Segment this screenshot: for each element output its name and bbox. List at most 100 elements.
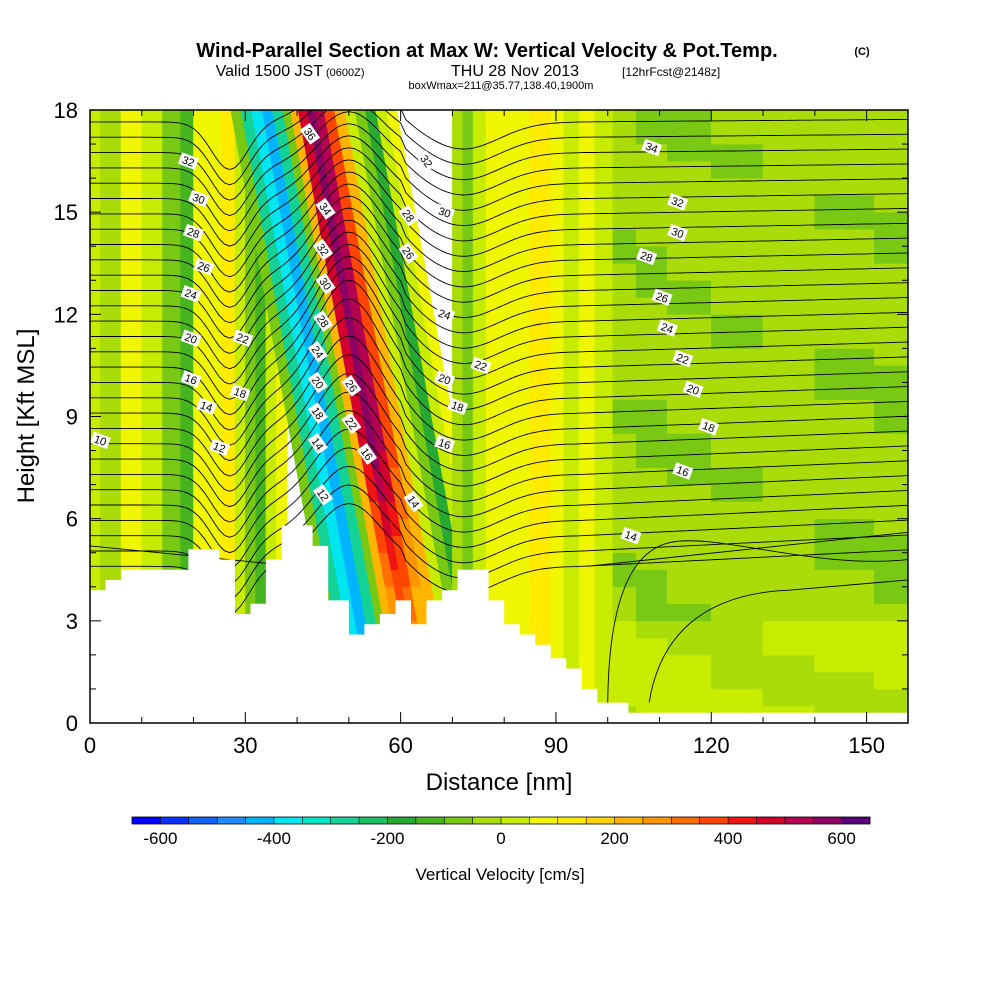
w-cell bbox=[550, 569, 565, 588]
w-cell bbox=[516, 399, 531, 417]
contour-label-bg bbox=[416, 150, 437, 172]
valid-time-line: Valid 1500 JST (0600Z) THU 28 Nov 2013 [… bbox=[216, 63, 721, 80]
w-cell bbox=[516, 552, 531, 571]
w-cell bbox=[462, 331, 474, 349]
contour-label-text: 26 bbox=[399, 245, 416, 262]
contour-label-bg bbox=[667, 193, 689, 211]
w-cell bbox=[265, 450, 277, 468]
w-cell bbox=[594, 177, 614, 196]
theta-contour bbox=[90, 110, 908, 170]
contour-label: 28 bbox=[312, 310, 334, 332]
x-tick-label: 30 bbox=[233, 733, 257, 758]
w-cell bbox=[710, 160, 764, 179]
w-cell bbox=[529, 313, 541, 332]
contour-label: 28 bbox=[636, 247, 658, 266]
w-cell bbox=[594, 399, 614, 417]
w-cell bbox=[255, 416, 267, 434]
w-cell bbox=[873, 620, 908, 639]
colorbar-swatch bbox=[557, 817, 587, 824]
theta-contour bbox=[90, 372, 908, 508]
w-cell bbox=[814, 518, 875, 537]
w-cell bbox=[141, 382, 163, 400]
w-cell bbox=[635, 177, 668, 196]
theta-contour bbox=[90, 410, 908, 538]
contour-label-text: 16 bbox=[675, 464, 691, 479]
w-cell bbox=[873, 296, 908, 315]
w-cell bbox=[814, 467, 875, 485]
w-cell bbox=[540, 296, 552, 315]
w-cell bbox=[578, 211, 596, 230]
contour-label-text: 14 bbox=[404, 494, 421, 511]
w-cell bbox=[873, 228, 908, 247]
w-cell bbox=[550, 228, 565, 247]
chart-title: Wind-Parallel Section at Max W: Vertical… bbox=[196, 40, 777, 62]
w-cell bbox=[814, 603, 875, 622]
w-cell bbox=[612, 586, 637, 605]
w-cell bbox=[221, 279, 236, 298]
w-cell bbox=[120, 484, 143, 502]
w-cell bbox=[666, 279, 712, 298]
w-cell bbox=[563, 313, 580, 332]
contour-label-text: 18 bbox=[309, 405, 326, 422]
contour-label-bg bbox=[312, 483, 334, 506]
w-cell bbox=[635, 501, 668, 520]
w-cell bbox=[141, 501, 163, 520]
w-cell bbox=[120, 399, 143, 417]
w-cell bbox=[635, 433, 668, 451]
contour-label-bg bbox=[315, 272, 336, 295]
w-cell bbox=[762, 416, 816, 434]
w-cell bbox=[612, 160, 637, 179]
w-cell bbox=[462, 296, 474, 315]
w-cell bbox=[550, 110, 565, 128]
w-cell bbox=[873, 160, 908, 179]
w-cell bbox=[452, 177, 464, 196]
w-cell bbox=[578, 313, 596, 332]
w-cell bbox=[120, 416, 143, 434]
w-cell bbox=[529, 569, 541, 588]
contour-label-text: 30 bbox=[316, 276, 333, 293]
contour-label: 26 bbox=[398, 242, 419, 264]
y-tick-label: 12 bbox=[54, 302, 78, 327]
w-cell bbox=[162, 467, 181, 485]
w-cell bbox=[814, 331, 875, 349]
w-cell bbox=[90, 245, 101, 264]
w-cell bbox=[206, 126, 223, 145]
w-cell bbox=[666, 671, 712, 690]
w-cell bbox=[612, 399, 637, 417]
w-cell bbox=[452, 211, 464, 230]
w-cell bbox=[563, 126, 580, 145]
w-cell bbox=[516, 467, 531, 485]
w-cell bbox=[516, 484, 531, 502]
w-cell bbox=[90, 160, 101, 179]
w-cell bbox=[141, 365, 163, 383]
contour-label-text: 16 bbox=[358, 446, 375, 463]
w-cell bbox=[635, 467, 668, 485]
colorbar-swatch bbox=[330, 817, 360, 824]
w-cell bbox=[594, 194, 614, 213]
x-tick-label: 120 bbox=[693, 733, 730, 758]
w-cell bbox=[550, 382, 565, 400]
w-cell bbox=[100, 110, 122, 128]
w-cell bbox=[550, 194, 565, 213]
w-cell bbox=[762, 688, 816, 707]
w-cell bbox=[710, 552, 764, 571]
w-cell bbox=[90, 110, 101, 128]
w-cell bbox=[255, 586, 267, 605]
w-cell bbox=[452, 484, 464, 502]
w-cell bbox=[635, 160, 668, 179]
w-cell bbox=[710, 620, 764, 639]
w-cell bbox=[635, 637, 668, 656]
w-cell bbox=[193, 467, 207, 485]
contour-label-bg bbox=[307, 340, 328, 363]
w-cell bbox=[612, 569, 637, 588]
w-cell bbox=[120, 552, 143, 571]
w-cell bbox=[814, 688, 875, 707]
w-cell bbox=[540, 211, 552, 230]
colorbar-swatch bbox=[756, 817, 786, 824]
w-cell bbox=[710, 296, 764, 315]
w-cell bbox=[594, 160, 614, 179]
w-cell bbox=[206, 279, 223, 298]
w-cell bbox=[255, 467, 267, 485]
theta-contour bbox=[90, 147, 908, 262]
w-cell bbox=[563, 228, 580, 247]
